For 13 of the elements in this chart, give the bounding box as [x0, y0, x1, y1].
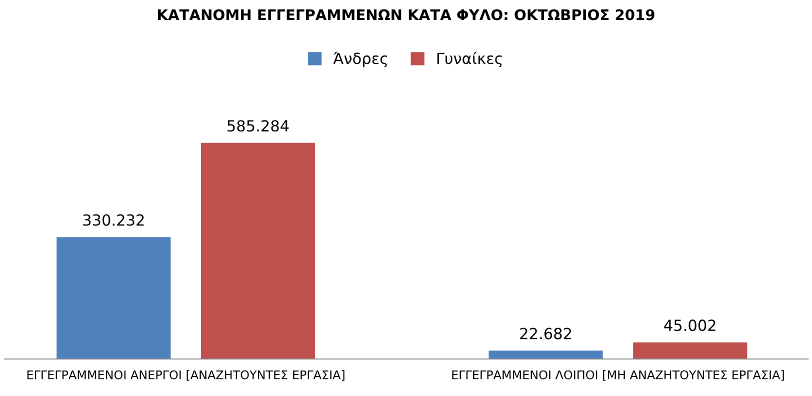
- x-tick-label: ΕΓΓΕΓΡΑΜΜΕΝΟΙ ΛΟΙΠΟΙ [ΜΗ ΑΝΑΖΗΤΟΥΝΤΕΣ ΕΡΓΑΣΙΑ]: [452, 370, 784, 381]
- data-label: 45.002: [664, 320, 716, 332]
- bar: [200, 142, 316, 359]
- legend-label: Άνδρες: [333, 52, 388, 68]
- data-label: 585.284: [228, 120, 289, 132]
- bar: [633, 342, 748, 359]
- x-tick-label: ΕΓΓΕΓΡΑΜΜΕΝΟΙ ΑΝΕΡΓΟΙ [ΑΝΑΖΗΤΟΥΝΤΕΣ ΕΡΓΑΣΙΑ]: [27, 370, 344, 381]
- bar: [488, 350, 603, 359]
- bar: [56, 237, 171, 359]
- legend-label: Γυναίκες: [437, 52, 502, 68]
- data-label: 22.682: [520, 328, 571, 340]
- data-label: 330.232: [83, 214, 144, 226]
- chart-title: ΚΑΤΑΝΟΜΗ ΕΓΓΕΓΡΑΜΜΕΝΩΝ ΚΑΤΑ ΦΥΛΟ: ΟΚΤΩΒΡΙΟΣ 2019: [158, 9, 654, 20]
